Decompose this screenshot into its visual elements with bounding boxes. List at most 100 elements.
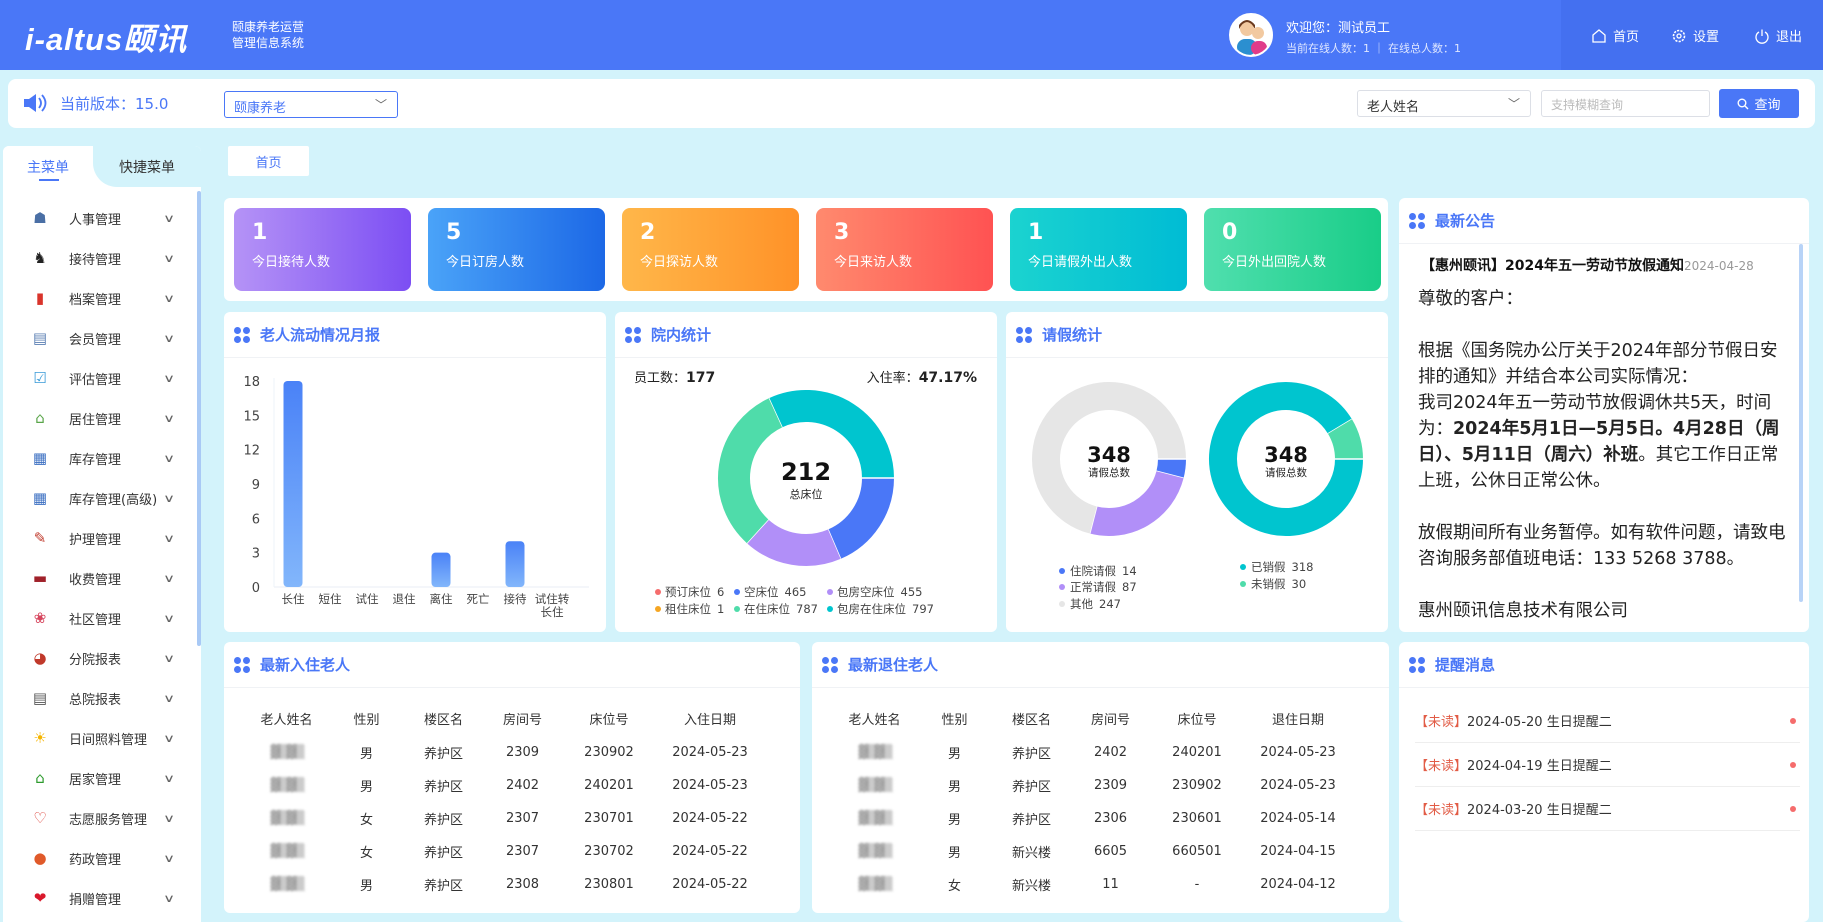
legend-dot — [655, 606, 661, 612]
search-input[interactable]: 支持模糊查询 — [1541, 90, 1710, 117]
sidebar-item[interactable]: ▤ 会员管理 ∨ — [3, 318, 195, 358]
tab-quick-menu[interactable]: 快捷菜单 — [93, 146, 201, 187]
table-row[interactable]: ▓▒▓▒ 男 养护区 2306 230601 2024-05-14 — [832, 802, 1352, 835]
table-row[interactable]: ▓▒▓▒ 女 养护区 2307 230702 2024-05-22 — [244, 835, 764, 868]
sidebar-item[interactable]: ▦ 库存管理 ∨ — [3, 438, 195, 478]
donut-slice — [718, 397, 784, 544]
chevron-down-icon: ∨ — [162, 251, 176, 265]
y-tick-label: 15 — [243, 409, 260, 424]
sidebar-item[interactable]: ❀ 社区管理 ∨ — [3, 598, 195, 638]
table-cell: 2024-05-22 — [672, 877, 748, 892]
legend-dot — [1059, 568, 1065, 574]
sidebar-item[interactable]: ❤ 捐赠管理 ∨ — [3, 878, 195, 918]
unread-tag: 【未读】 — [1415, 759, 1468, 774]
stat-card[interactable]: 3 今日来访人数 — [816, 208, 993, 291]
unread-dot-icon — [1790, 717, 1796, 724]
masked-name: ▓▒▓▒ — [270, 778, 305, 793]
legend-item: 包房在住床位 797 — [837, 602, 934, 616]
sidebar-item[interactable]: ⌂ 居住管理 ∨ — [3, 398, 195, 438]
table-cell: 男 — [359, 747, 373, 762]
search-button[interactable]: 查询 — [1719, 89, 1799, 118]
nav-home-button[interactable]: 首页 — [1591, 26, 1639, 45]
tab-main-menu[interactable]: 主菜单 — [3, 146, 93, 187]
stat-card[interactable]: 5 今日订房人数 — [428, 208, 605, 291]
stat-label: 今日探访人数 — [640, 255, 719, 270]
legend-item: 租住床位 1 — [665, 602, 724, 616]
sidebar-item[interactable]: ◕ 分院报表 ∨ — [3, 638, 195, 678]
stat-card[interactable]: 1 今日接待人数 — [234, 208, 411, 291]
table-cell: ▓▒▓▒ — [832, 868, 917, 901]
table-cell: 230702 — [584, 844, 634, 859]
search-field-select[interactable]: 老人姓名 ﹀ — [1357, 90, 1531, 117]
sidebar-item-label: 分院报表 — [69, 652, 122, 668]
table-row[interactable]: ▓▒▓▒ 女 养护区 2307 230701 2024-05-22 — [244, 802, 764, 835]
stat-value: 2 — [640, 220, 656, 245]
sidebar-item[interactable]: ☗ 人事管理 ∨ — [3, 198, 195, 238]
table-row[interactable]: ▓▒▓▒ 男 养护区 2402 240201 2024-05-23 — [832, 736, 1352, 769]
notice-paragraph: 惠州颐讯信息技术有限公司 — [1418, 601, 1628, 621]
sidebar-item[interactable]: ▬ 收费管理 ∨ — [3, 558, 195, 598]
nav-label: 设置 — [1693, 30, 1720, 45]
reminder-item[interactable]: 【未读】 2024-03-20 生日提醒二 — [1415, 787, 1800, 831]
table-row[interactable]: ▓▒▓▒ 男 养护区 2402 240201 2024-05-23 — [244, 769, 764, 802]
sidebar-item-label: 社区管理 — [69, 612, 122, 628]
avatar[interactable] — [1229, 13, 1273, 57]
reminder-panel: 提醒消息 【未读】 2024-05-20 生日提醒二 【未读】 2024-04-19 … — [1399, 642, 1809, 922]
sidebar-item[interactable]: ♞ 接待管理 ∨ — [3, 238, 195, 278]
total-beds-label: 总床位 — [790, 487, 823, 501]
sidebar-item[interactable]: ☑ 评估管理 ∨ — [3, 358, 195, 398]
table-row[interactable]: ▓▒▓▒ 男 养护区 2308 230801 2024-05-22 — [244, 868, 764, 901]
sidebar-item[interactable]: ▦ 库存管理(高级) ∨ — [3, 478, 195, 518]
sidebar-item[interactable]: ⌂ 居家管理 ∨ — [3, 758, 195, 798]
table-row[interactable]: ▓▒▓▒ 男 养护区 2309 230902 2024-05-23 — [832, 769, 1352, 802]
org-select[interactable]: 颐康养老 ﹀ — [224, 91, 398, 118]
table-row[interactable]: ▓▒▓▒ 男 新兴楼 6605 660501 2024-04-15 — [832, 835, 1352, 868]
stat-value: 3 — [834, 220, 850, 245]
chevron-down-icon: ∨ — [162, 451, 176, 465]
legend-item: 住院请假 14 — [1070, 564, 1137, 578]
table-cell: 2307 — [505, 811, 540, 826]
column-header: 房间号 — [1090, 712, 1130, 728]
stat-card[interactable]: 1 今日请假外出人数 — [1010, 208, 1187, 291]
clover-icon — [234, 656, 250, 673]
sidebar-item[interactable]: ● 药政管理 ∨ — [3, 838, 195, 878]
reminder-text: 2024-04-19 生日提醒二 — [1467, 759, 1612, 774]
stat-card[interactable]: 0 今日外出回院人数 — [1204, 208, 1381, 291]
reminder-item[interactable]: 【未读】 2024-05-20 生日提醒二 — [1415, 699, 1800, 743]
sidebar-item[interactable]: ☀ 日间照料管理 ∨ — [3, 718, 195, 758]
nursing-icon: ✎ — [33, 529, 47, 547]
column-header: 房间号 — [502, 712, 542, 728]
table-cell: ▓▒▓▒ — [244, 802, 329, 835]
table-cell: 2309 — [1093, 778, 1128, 793]
tab-home[interactable]: 首页 — [228, 146, 309, 176]
stat-value: 1 — [1028, 220, 1044, 245]
column-header: 老人姓名 — [848, 712, 901, 728]
notice-title[interactable]: 【惠州颐讯】2024年五一劳动节放假通知2024-04-28 — [1421, 255, 1754, 275]
notice-scrollbar[interactable] — [1799, 244, 1803, 602]
nav-settings-button[interactable]: 设置 — [1671, 26, 1719, 45]
nav-logout-button[interactable]: 退出 — [1754, 26, 1802, 45]
house-icon: ⌂ — [35, 409, 45, 427]
sidebar-item[interactable]: ▤ 总院报表 ∨ — [3, 678, 195, 718]
table-cell: 男 — [947, 780, 961, 795]
reminder-item[interactable]: 【未读】 2024-04-19 生日提醒二 — [1415, 743, 1800, 787]
toolbar: 当前版本：15.0 颐康养老 ﹀ 老人姓名 ﹀ 支持模糊查询 查询 — [8, 79, 1815, 128]
table-row[interactable]: ▓▒▓▒ 女 新兴楼 11 - 2024-04-12 — [832, 868, 1352, 901]
org-select-value: 颐康养老 — [234, 101, 287, 116]
main-report-icon: ▤ — [32, 689, 48, 707]
notice-paragraph: 放假期间所有业务暂停。如有软件问题，请致电咨询服务部值班电话：133 5268 … — [1418, 523, 1786, 569]
sidebar-scrollbar[interactable] — [197, 191, 201, 646]
sidebar-item[interactable]: ✎ 护理管理 ∨ — [3, 518, 195, 558]
legend-dot — [1059, 601, 1065, 607]
sidebar-item-label: 评估管理 — [69, 372, 122, 388]
sidebar-item[interactable]: ♡ 志愿服务管理 ∨ — [3, 798, 195, 838]
sidebar-item[interactable]: ▮ 档案管理 ∨ — [3, 278, 195, 318]
table-row[interactable]: ▓▒▓▒ 男 养护区 2309 230902 2024-05-23 — [244, 736, 764, 769]
legend-item: 在住床位 787 — [744, 602, 818, 616]
stat-card[interactable]: 2 今日探访人数 — [622, 208, 799, 291]
sidebar-item-label: 护理管理 — [69, 532, 122, 548]
clover-icon — [625, 326, 641, 343]
legend-dot — [734, 606, 740, 612]
chevron-down-icon: ∨ — [162, 531, 176, 545]
heart-hands-icon: ♡ — [33, 809, 47, 827]
